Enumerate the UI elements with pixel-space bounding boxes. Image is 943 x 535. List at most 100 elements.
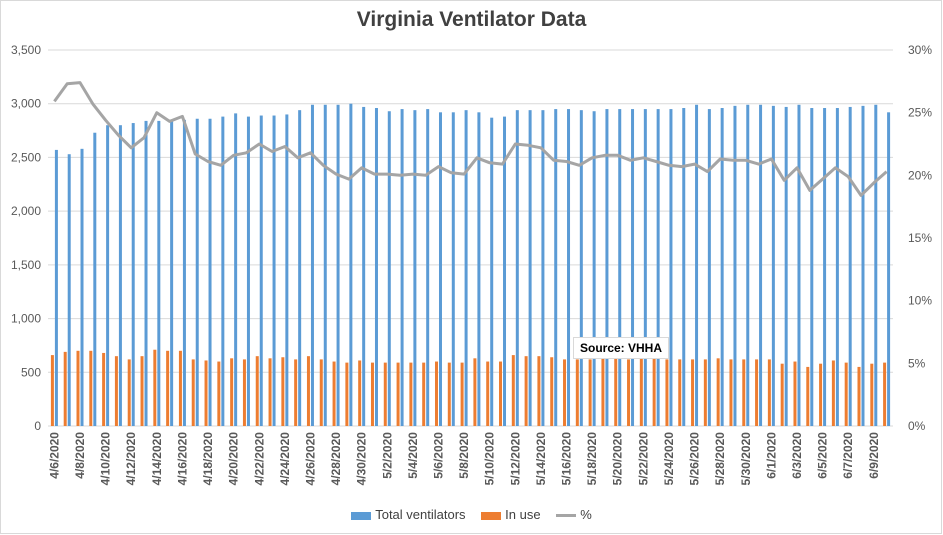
x-tick-label: 5/20/2020 bbox=[611, 432, 625, 486]
x-tick-label: 4/30/2020 bbox=[355, 432, 369, 486]
bar-in-use bbox=[306, 356, 310, 426]
bar-in-use bbox=[755, 359, 759, 426]
bar-in-use bbox=[358, 360, 362, 426]
bar-total-ventilators bbox=[246, 116, 250, 426]
y-right-tick-label: 5% bbox=[908, 356, 926, 370]
bar-in-use bbox=[806, 366, 810, 426]
bar-in-use bbox=[639, 358, 643, 426]
y-right-tick-label: 15% bbox=[908, 231, 932, 245]
chart-legend: Total ventilators In use % bbox=[0, 507, 943, 522]
bar-total-ventilators bbox=[810, 108, 814, 427]
bar-in-use bbox=[50, 355, 54, 426]
y-left-tick-label: 1,500 bbox=[11, 258, 41, 272]
bar-in-use bbox=[780, 363, 784, 426]
x-tick-label: 6/3/2020 bbox=[790, 432, 804, 479]
bar-total-ventilators bbox=[349, 103, 353, 426]
bar-in-use bbox=[563, 359, 567, 426]
bar-in-use bbox=[166, 350, 170, 426]
x-tick-label: 6/1/2020 bbox=[764, 432, 778, 479]
legend-swatch-in-use bbox=[481, 511, 502, 520]
x-tick-label: 5/24/2020 bbox=[662, 432, 676, 486]
x-tick-label: 5/10/2020 bbox=[483, 432, 497, 486]
bar-in-use bbox=[345, 362, 349, 426]
x-tick-label: 5/26/2020 bbox=[688, 432, 702, 486]
bar-in-use bbox=[102, 352, 106, 426]
bar-in-use bbox=[153, 349, 157, 426]
x-tick-label: 4/26/2020 bbox=[304, 432, 318, 486]
bar-total-ventilators bbox=[554, 109, 558, 426]
bar-in-use bbox=[511, 355, 515, 426]
legend-item-total: Total ventilators bbox=[351, 507, 466, 522]
x-tick-label: 4/8/2020 bbox=[73, 432, 87, 479]
bar-total-ventilators bbox=[259, 115, 263, 426]
bar-total-ventilators bbox=[67, 154, 71, 426]
bar-total-ventilators bbox=[874, 104, 878, 426]
bar-in-use bbox=[831, 360, 835, 426]
bar-total-ventilators bbox=[503, 116, 507, 426]
y-left-tick-label: 0 bbox=[34, 419, 41, 433]
bar-total-ventilators bbox=[93, 132, 97, 426]
bar-total-ventilators bbox=[80, 148, 84, 426]
x-tick-label: 6/5/2020 bbox=[816, 432, 830, 479]
bar-total-ventilators bbox=[451, 112, 455, 427]
bar-in-use bbox=[230, 358, 234, 426]
x-tick-label: 6/7/2020 bbox=[841, 432, 855, 479]
bar-in-use bbox=[550, 357, 554, 426]
bar-in-use bbox=[870, 363, 874, 426]
bar-total-ventilators bbox=[746, 104, 750, 426]
bar-total-ventilators bbox=[528, 110, 532, 426]
bar-in-use bbox=[191, 359, 195, 426]
bar-in-use bbox=[114, 356, 118, 426]
x-tick-label: 5/28/2020 bbox=[713, 432, 727, 486]
bar-in-use bbox=[140, 356, 144, 426]
bar-total-ventilators bbox=[400, 109, 404, 426]
bar-total-ventilators bbox=[720, 108, 724, 427]
bar-total-ventilators bbox=[54, 149, 58, 426]
bar-in-use bbox=[486, 361, 490, 426]
bar-total-ventilators bbox=[579, 110, 583, 426]
x-tick-label: 5/22/2020 bbox=[636, 432, 650, 486]
bar-in-use bbox=[89, 350, 93, 426]
bar-total-ventilators bbox=[848, 106, 852, 427]
bar-in-use bbox=[537, 356, 541, 426]
bar-in-use bbox=[460, 362, 464, 426]
bar-total-ventilators bbox=[106, 125, 110, 426]
bar-total-ventilators bbox=[835, 108, 839, 427]
bar-in-use bbox=[601, 357, 605, 426]
bar-total-ventilators bbox=[131, 123, 135, 427]
bar-total-ventilators bbox=[797, 104, 801, 426]
bar-in-use bbox=[665, 359, 669, 426]
x-tick-label: 5/2/2020 bbox=[380, 432, 394, 479]
x-tick-label: 5/30/2020 bbox=[739, 432, 753, 486]
y-right-tick-label: 20% bbox=[908, 168, 932, 182]
bar-total-ventilators bbox=[285, 114, 289, 426]
bar-in-use bbox=[268, 358, 272, 426]
bar-in-use bbox=[819, 363, 823, 426]
x-tick-label: 5/12/2020 bbox=[508, 432, 522, 486]
bar-in-use bbox=[524, 356, 528, 426]
bar-total-ventilators bbox=[362, 106, 366, 427]
bar-in-use bbox=[473, 358, 477, 426]
legend-line-percent bbox=[556, 514, 577, 518]
bar-in-use bbox=[242, 359, 246, 426]
y-left-tick-label: 3,000 bbox=[11, 97, 41, 111]
bar-in-use bbox=[614, 357, 618, 426]
bar-in-use bbox=[652, 357, 656, 426]
x-tick-label: 4/22/2020 bbox=[252, 432, 266, 486]
y-right-tick-label: 25% bbox=[908, 106, 932, 120]
bar-in-use bbox=[178, 350, 182, 426]
bar-total-ventilators bbox=[707, 109, 711, 426]
legend-label-percent: % bbox=[580, 507, 592, 522]
bar-total-ventilators bbox=[310, 104, 314, 426]
legend-item-percent: % bbox=[556, 507, 592, 522]
bar-total-ventilators bbox=[208, 118, 212, 427]
x-tick-label: 5/8/2020 bbox=[457, 432, 471, 479]
bar-total-ventilators bbox=[631, 109, 635, 426]
x-tick-label: 5/4/2020 bbox=[406, 432, 420, 479]
bar-total-ventilators bbox=[221, 116, 225, 426]
bar-total-ventilators bbox=[618, 109, 622, 426]
y-left-tick-label: 3,500 bbox=[11, 43, 41, 57]
bar-total-ventilators bbox=[118, 125, 122, 426]
bar-total-ventilators bbox=[541, 110, 545, 426]
